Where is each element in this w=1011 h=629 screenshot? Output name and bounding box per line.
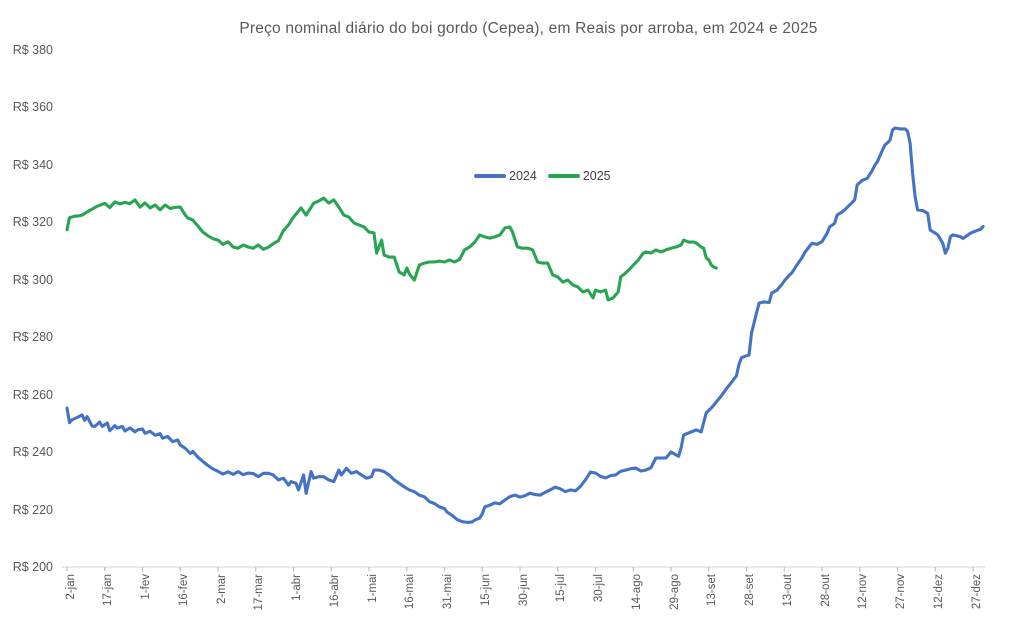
- x-tick-label: 30-jun: [517, 574, 530, 606]
- x-tick-label: 17-mar: [253, 574, 266, 611]
- y-tick-label: R$ 220: [12, 502, 53, 517]
- y-tick-label: R$ 240: [12, 445, 53, 459]
- x-tick-label: 1-abr: [291, 574, 303, 601]
- x-tick-label: 16-mai: [404, 574, 417, 610]
- x-tick-label: 27-nov: [895, 574, 907, 610]
- y-tick-label: R$ 260: [12, 387, 53, 402]
- x-tick-label: 15-jul: [555, 574, 568, 603]
- x-tick-label: 13-out: [781, 574, 794, 607]
- y-tick-label: R$ 360: [12, 100, 53, 114]
- x-tick-label: 12-nov: [857, 574, 870, 610]
- x-tick-label: 1-fev: [140, 574, 152, 600]
- series-line-2025: [65, 196, 718, 302]
- legend-label-2024: 2024: [509, 169, 537, 183]
- x-tick-label: 27-dez: [970, 574, 983, 610]
- legend-item-2025: 2025: [547, 169, 611, 183]
- y-tick-label: R$ 280: [12, 330, 53, 344]
- x-tick-label: 14-ago: [630, 574, 643, 610]
- x-tick-label: 29-ago: [668, 574, 681, 610]
- y-tick-label: R$ 340: [12, 157, 53, 172]
- x-tick-label: 28-out: [819, 574, 832, 607]
- x-tick-label: 2-mar: [215, 574, 228, 605]
- x-tick-label: 31-mai: [442, 574, 454, 610]
- legend: 2024 2025: [474, 167, 611, 185]
- legend-label-2025: 2025: [582, 169, 611, 183]
- legend-swatch-2025-icon: [547, 174, 580, 178]
- series-line-2024: [65, 126, 985, 524]
- x-tick-label: 28-set: [744, 574, 756, 606]
- y-tick-label: R$ 200: [12, 560, 53, 574]
- legend-item-2024: 2024: [474, 169, 537, 183]
- y-tick-label: R$ 320: [12, 215, 53, 229]
- y-tick-label: R$ 300: [12, 272, 53, 287]
- x-tick-label: 17-jan: [102, 574, 115, 606]
- x-tick-label: 16-abr: [328, 574, 341, 608]
- x-tick-label: 12-dez: [932, 574, 945, 610]
- x-tick-label: 2-jan: [64, 574, 77, 600]
- x-tick-label: 13-set: [706, 574, 719, 606]
- y-tick-label: R$ 380: [12, 42, 53, 57]
- x-tick-label: 15-jun: [479, 574, 492, 606]
- legend-swatch-2024-icon: [474, 174, 506, 178]
- chart-title: Preço nominal diário do boi gordo (Cepea…: [239, 20, 818, 37]
- x-tick-label: 1-mai: [366, 574, 379, 603]
- x-tick-label: 30-jul: [593, 574, 605, 603]
- x-tick-label: 16-fev: [177, 574, 190, 606]
